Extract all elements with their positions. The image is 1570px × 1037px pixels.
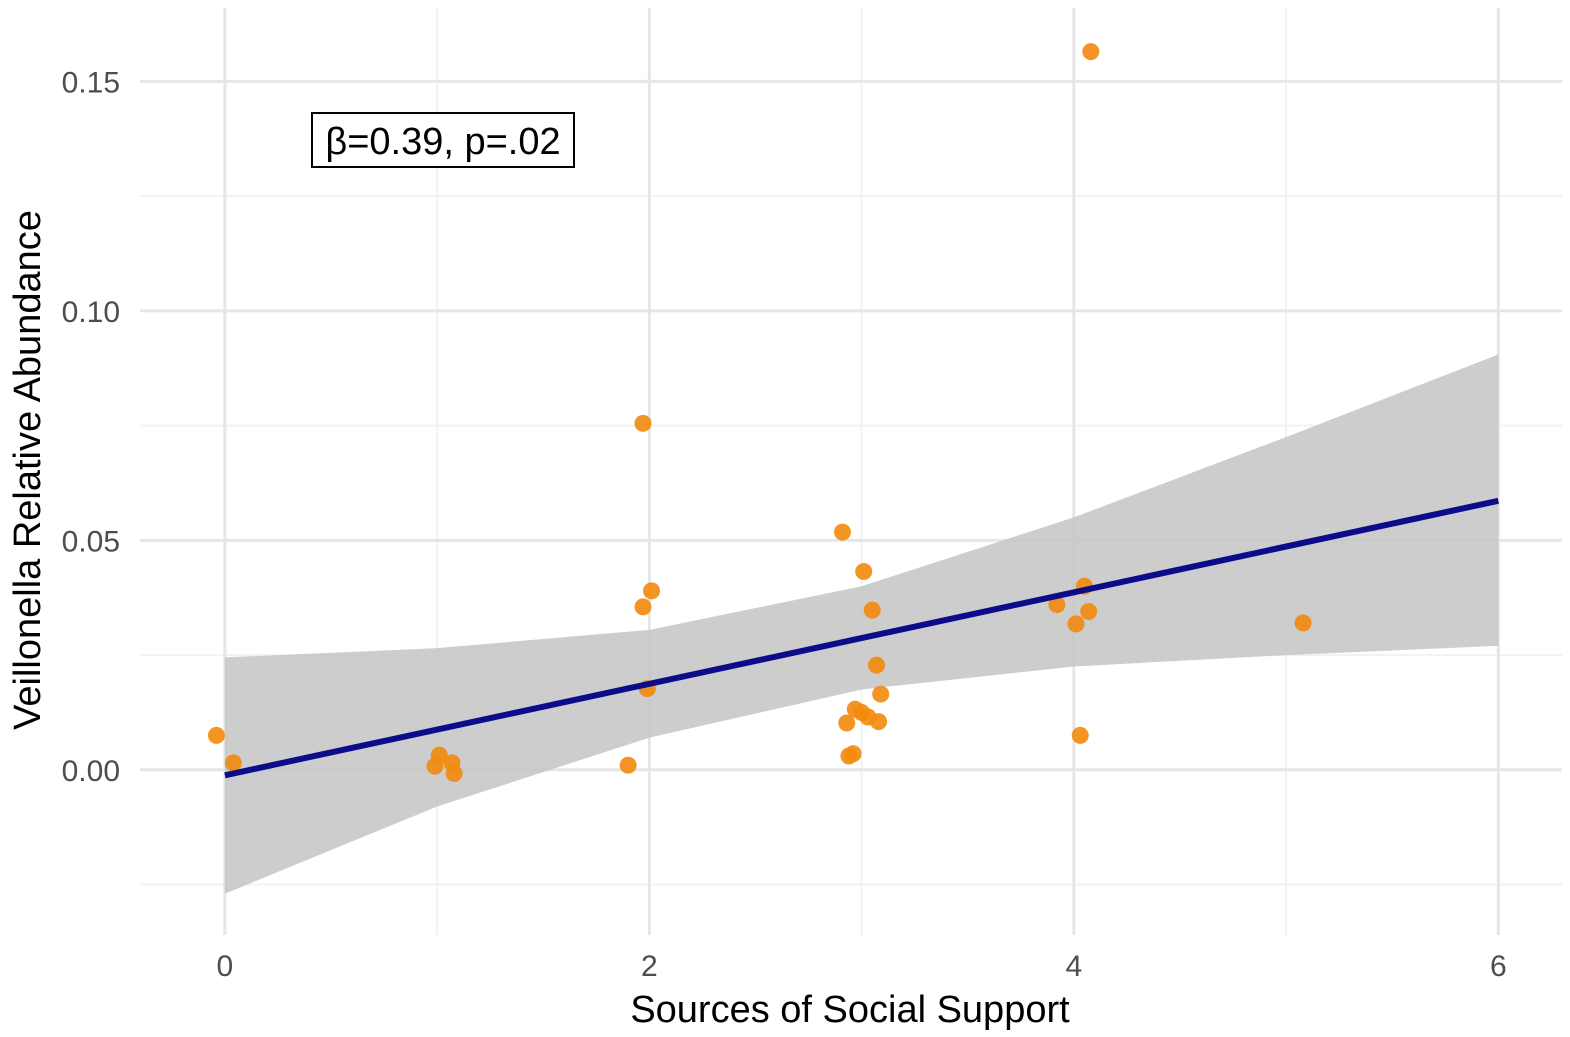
- annotation-box: β=0.39, p=.02: [311, 112, 575, 168]
- confidence-band-layer: [224, 354, 1499, 894]
- annotation-text: β=0.39, p=.02: [325, 121, 560, 163]
- data-point: [863, 601, 881, 619]
- data-point: [642, 582, 660, 600]
- data-points-layer: [207, 43, 1312, 782]
- data-point: [1294, 614, 1312, 632]
- data-point: [1080, 602, 1098, 620]
- regression-line-layer: [224, 497, 1499, 779]
- data-point: [619, 756, 637, 774]
- data-point: [634, 598, 652, 616]
- data-point: [430, 746, 448, 764]
- y-axis-title: Veillonella Relative Abundance: [7, 210, 49, 730]
- data-point: [834, 523, 852, 541]
- annotation-frame: [311, 112, 575, 168]
- data-point: [838, 714, 856, 732]
- data-point: [867, 656, 885, 674]
- y-tick-label: 0.00: [62, 755, 120, 788]
- data-point: [634, 414, 652, 432]
- y-tick-label: 0.05: [62, 525, 120, 558]
- regression-line: [224, 497, 1499, 779]
- y-tick-labels: 0.00 0.05 0.10 0.15: [62, 66, 120, 787]
- x-axis-title: Sources of Social Support: [630, 989, 1070, 1031]
- data-point: [1048, 596, 1066, 614]
- confidence-band: [224, 354, 1499, 894]
- data-point: [445, 764, 463, 782]
- data-point: [224, 754, 242, 772]
- data-point: [844, 745, 862, 763]
- data-point: [207, 726, 225, 744]
- data-point: [872, 685, 890, 703]
- data-point: [855, 563, 873, 581]
- x-tick-label: 0: [217, 950, 234, 983]
- x-tick-label: 6: [1490, 950, 1507, 983]
- data-point: [1082, 43, 1100, 61]
- data-point: [1071, 726, 1089, 744]
- x-tick-label: 4: [1066, 950, 1083, 983]
- x-tick-labels: 0 2 4 6: [217, 950, 1507, 983]
- x-tick-label: 2: [641, 950, 658, 983]
- data-point: [870, 713, 888, 731]
- y-tick-label: 0.15: [62, 66, 120, 99]
- y-tick-label: 0.10: [62, 296, 120, 329]
- data-point: [1067, 615, 1085, 633]
